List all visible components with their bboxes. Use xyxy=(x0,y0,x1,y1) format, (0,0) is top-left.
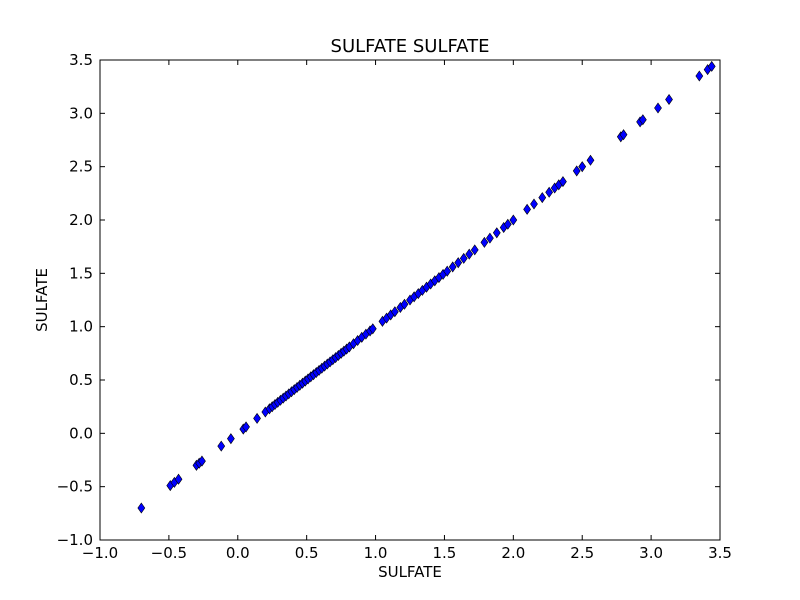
x-tick-label: 3.5 xyxy=(708,544,732,562)
data-point xyxy=(654,102,662,114)
data-point xyxy=(459,252,468,264)
x-tick-label: 2.0 xyxy=(501,544,525,562)
data-point xyxy=(559,176,567,188)
x-tick-label: 2.5 xyxy=(570,544,594,562)
data-point xyxy=(638,114,647,126)
data-point xyxy=(174,473,183,485)
data-point xyxy=(509,214,518,226)
data-point xyxy=(443,265,452,277)
axis-ticks: −1.0 −0.5 0.0 0.5 1.0 1.5 2.0 2.5 3.0 3.5 −1.0 −0.5… xyxy=(57,51,732,562)
data-point xyxy=(486,232,494,244)
data-point xyxy=(217,440,226,452)
data-point xyxy=(137,502,146,514)
data-point xyxy=(586,154,595,166)
y-tick-label: 0.5 xyxy=(69,371,93,389)
y-tick-label: 1.5 xyxy=(69,264,93,282)
data-point xyxy=(253,412,261,424)
data-point xyxy=(454,257,463,269)
x-tick-label: 0.5 xyxy=(295,544,319,562)
y-tick-label: 2.0 xyxy=(69,211,93,229)
data-point xyxy=(578,161,587,173)
data-point xyxy=(465,248,474,260)
data-point xyxy=(198,455,206,467)
data-point xyxy=(619,129,628,141)
x-tick-label: −0.5 xyxy=(151,544,187,562)
data-points xyxy=(137,60,716,514)
x-axis-label: SULFATE xyxy=(378,563,442,581)
data-point xyxy=(665,93,673,105)
y-tick-label: 2.5 xyxy=(69,158,93,176)
y-tick-label: 1.0 xyxy=(69,318,93,336)
y-tick-label: −0.5 xyxy=(57,478,93,496)
chart-title: SULFATE SULFATE xyxy=(331,36,490,57)
data-point xyxy=(390,306,399,318)
y-tick-label: 3.5 xyxy=(69,51,93,69)
data-point xyxy=(530,198,538,210)
data-point xyxy=(448,261,457,273)
data-point xyxy=(400,298,409,310)
plot-frame xyxy=(99,59,721,541)
y-tick-label: −1.0 xyxy=(57,531,93,549)
y-tick-label: 3.0 xyxy=(69,104,93,122)
x-tick-label: 1.0 xyxy=(364,544,388,562)
data-point xyxy=(695,70,704,82)
x-tick-label: −1.0 xyxy=(82,544,118,562)
x-tick-label: 1.5 xyxy=(433,544,457,562)
x-tick-label: 3.0 xyxy=(639,544,663,562)
data-point xyxy=(227,433,235,445)
data-point xyxy=(523,203,531,215)
data-point xyxy=(572,165,581,177)
y-tick-label: 0.0 xyxy=(69,424,93,442)
data-point xyxy=(492,227,501,239)
data-point xyxy=(707,60,716,72)
data-point xyxy=(480,236,489,248)
data-point xyxy=(470,244,479,256)
data-point xyxy=(545,186,554,198)
data-point xyxy=(242,421,250,433)
data-point xyxy=(538,192,547,204)
data-point xyxy=(503,218,512,230)
x-tick-label: 0.0 xyxy=(226,544,250,562)
y-axis-label: SULFATE xyxy=(33,268,51,332)
data-point xyxy=(368,323,377,335)
